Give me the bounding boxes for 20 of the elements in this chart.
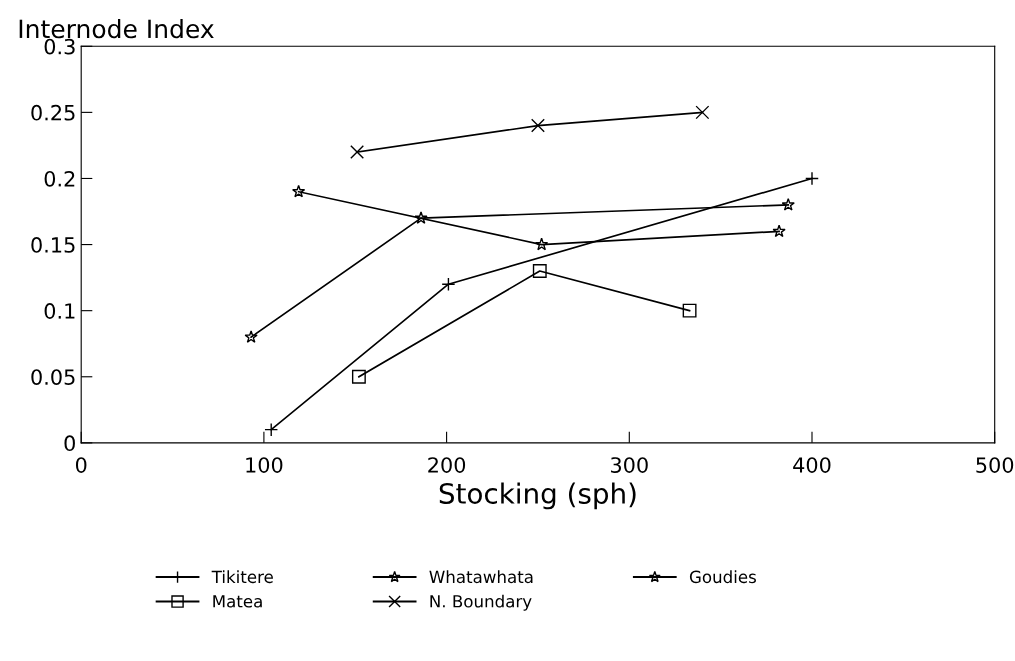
legend-label: N. Boundary <box>430 594 532 611</box>
y-tick-label: 0.25 <box>31 104 75 121</box>
y-tick-label: 0 <box>64 435 75 452</box>
x-tick-label: 500 <box>976 457 1014 473</box>
legend-label: Goudies <box>689 570 756 584</box>
x-tick-label: 400 <box>793 457 831 473</box>
x-axis-title: Stocking (sph) <box>439 482 636 510</box>
y-tick-label: 0.05 <box>31 369 75 385</box>
y-tick-label: 0.3 <box>44 38 75 55</box>
x-tick-label: 100 <box>246 457 283 473</box>
legend-label: Matea <box>213 595 262 608</box>
y-axis-title: Internode Index <box>19 18 214 39</box>
x-tick-label: 0 <box>75 457 87 473</box>
legend-label: Whatawhata <box>429 570 533 584</box>
x-tick-label: 300 <box>611 457 648 473</box>
y-tick-label: 0.1 <box>44 303 75 319</box>
x-tick-label: 200 <box>428 457 466 473</box>
y-tick-label: 0.2 <box>44 170 75 187</box>
legend-label: Tikitere <box>211 570 273 584</box>
y-tick-label: 0.15 <box>31 237 75 253</box>
